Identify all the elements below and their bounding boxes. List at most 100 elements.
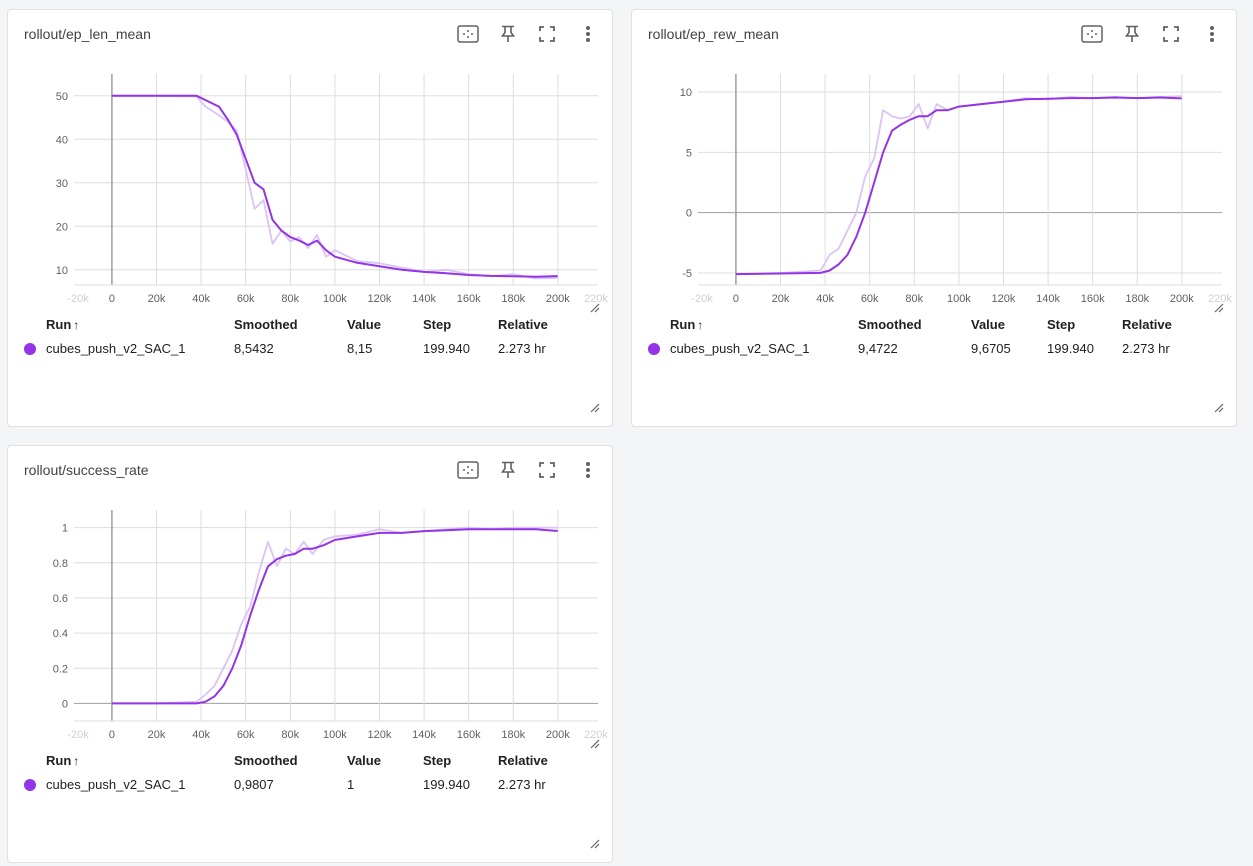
header-smoothed[interactable]: Smoothed bbox=[234, 752, 298, 768]
x-tick-label: 40k bbox=[816, 293, 834, 305]
fullscreen-icon bbox=[1163, 26, 1179, 42]
pin-button[interactable] bbox=[496, 458, 520, 482]
line-chart[interactable]: -5 0 5 10 0 20k 40k 60k 80k 100k 120k 140k 160k 180k 2… bbox=[632, 54, 1238, 320]
header-spacer bbox=[24, 312, 46, 336]
y-tick-label: 1 bbox=[62, 523, 68, 535]
header-smoothed[interactable]: Smoothed bbox=[858, 316, 922, 332]
header-step[interactable]: Step bbox=[423, 316, 452, 332]
y-tick-label: -5 bbox=[682, 268, 692, 280]
resize-handle-icon[interactable] bbox=[588, 736, 600, 749]
x-tick-label-faint: -20k bbox=[67, 293, 89, 305]
x-tick-label: 120k bbox=[992, 293, 1016, 305]
table-row[interactable]: cubes_push_v2_SAC_1 9,4722 9,6705 199.940 2.… bbox=[648, 336, 1202, 360]
pin-button[interactable] bbox=[496, 22, 520, 46]
x-tick-label: 0 bbox=[109, 293, 115, 305]
resize-handle-icon[interactable] bbox=[1212, 400, 1224, 413]
more-vert-button[interactable] bbox=[576, 22, 600, 46]
header-value[interactable]: Value bbox=[971, 316, 1005, 332]
fit-domain-icon bbox=[457, 25, 479, 43]
fit-domain-button[interactable] bbox=[456, 458, 480, 482]
y-tick-label: 30 bbox=[56, 178, 68, 190]
pin-button[interactable] bbox=[1120, 22, 1144, 46]
run-color-cell bbox=[24, 772, 46, 796]
x-tick-label: 140k bbox=[412, 729, 436, 741]
fit-domain-button[interactable] bbox=[1080, 22, 1104, 46]
y-tick-label: 0 bbox=[686, 208, 692, 220]
x-tick-label: 60k bbox=[861, 293, 879, 305]
chart-title: rollout/success_rate bbox=[24, 462, 149, 478]
x-tick-label: 80k bbox=[905, 293, 923, 305]
header-step[interactable]: Step bbox=[1047, 316, 1076, 332]
x-tick-label-faint: 220k bbox=[584, 729, 608, 741]
x-tick-label: 100k bbox=[323, 729, 347, 741]
x-tick-label: 60k bbox=[237, 729, 255, 741]
sort-arrow-up-icon: ↑ bbox=[697, 317, 704, 332]
y-tick-label: 20 bbox=[56, 221, 68, 233]
table-row[interactable]: cubes_push_v2_SAC_1 8,5432 8,15 199.940 2.27… bbox=[24, 336, 578, 360]
cell-run: cubes_push_v2_SAC_1 bbox=[46, 776, 186, 792]
header-run[interactable]: Run ↑ bbox=[46, 748, 234, 772]
sort-arrow-up-icon: ↑ bbox=[73, 317, 80, 332]
header-relative[interactable]: Relative bbox=[498, 316, 548, 332]
pin-icon bbox=[1124, 25, 1140, 43]
x-tick-label: 100k bbox=[323, 293, 347, 305]
chart-title: rollout/ep_rew_mean bbox=[648, 26, 779, 42]
header-relative[interactable]: Relative bbox=[498, 752, 548, 768]
header-value[interactable]: Value bbox=[347, 316, 381, 332]
y-tick-label: 0 bbox=[62, 698, 68, 710]
chart-card-success-rate: rollout/success_rate 0 0.2 0.4 0.6 0.8 1 0 20k 40… bbox=[7, 445, 613, 863]
y-tick-label: 0.4 bbox=[53, 628, 68, 640]
x-tick-label: 140k bbox=[1036, 293, 1060, 305]
x-tick-label: 80k bbox=[281, 729, 299, 741]
x-tick-label: 20k bbox=[772, 293, 790, 305]
line-chart[interactable]: 10 20 30 40 50 0 20k 40k 60k 80k 100k 120k 140k 160k 1… bbox=[8, 54, 614, 320]
y-tick-label: 50 bbox=[56, 91, 68, 103]
resize-handle-icon[interactable] bbox=[588, 836, 600, 849]
runs-table-header: Run ↑ Smoothed Value Step Relative bbox=[648, 312, 1202, 336]
y-tick-label: 5 bbox=[686, 147, 692, 159]
header-smoothed[interactable]: Smoothed bbox=[234, 316, 298, 332]
y-tick-label: 0.6 bbox=[53, 593, 68, 605]
chart-title: rollout/ep_len_mean bbox=[24, 26, 151, 42]
cell-relative: 2.273 hr bbox=[498, 340, 546, 356]
x-tick-label: 80k bbox=[281, 293, 299, 305]
fit-domain-button[interactable] bbox=[456, 22, 480, 46]
line-chart[interactable]: 0 0.2 0.4 0.6 0.8 1 0 20k 40k 60k 80k 100k 120k 140k 1… bbox=[8, 490, 614, 756]
x-tick-label: 160k bbox=[457, 729, 481, 741]
more-vert-button[interactable] bbox=[576, 458, 600, 482]
resize-handle-icon[interactable] bbox=[588, 300, 600, 313]
x-tick-label: 140k bbox=[412, 293, 436, 305]
x-tick-label: 40k bbox=[192, 293, 210, 305]
header-run[interactable]: Run ↑ bbox=[670, 312, 858, 336]
more-vert-icon bbox=[585, 461, 591, 479]
resize-handle-icon[interactable] bbox=[588, 400, 600, 413]
fullscreen-button[interactable] bbox=[1159, 22, 1183, 46]
x-tick-label: 0 bbox=[109, 729, 115, 741]
x-tick-label: 0 bbox=[733, 293, 739, 305]
x-tick-label: 120k bbox=[368, 729, 392, 741]
fullscreen-button[interactable] bbox=[535, 458, 559, 482]
header-step[interactable]: Step bbox=[423, 752, 452, 768]
more-vert-icon bbox=[1209, 25, 1215, 43]
header-run-label: Run bbox=[670, 316, 696, 332]
x-tick-label: 200k bbox=[546, 293, 570, 305]
runs-table-header: Run ↑ Smoothed Value Step Relative bbox=[24, 312, 578, 336]
series-raw-line bbox=[111, 526, 558, 705]
cell-value: 8,15 bbox=[347, 340, 373, 356]
fullscreen-button[interactable] bbox=[535, 22, 559, 46]
fit-domain-icon bbox=[1081, 25, 1103, 43]
run-color-dot bbox=[24, 343, 36, 356]
header-value[interactable]: Value bbox=[347, 752, 381, 768]
chart-toolbar bbox=[456, 22, 602, 46]
x-tick-label: 200k bbox=[546, 729, 570, 741]
chart-card-ep-rew-mean: rollout/ep_rew_mean -5 0 5 10 0 20k 40k 60k 80k 10… bbox=[631, 9, 1237, 427]
sort-arrow-up-icon: ↑ bbox=[73, 753, 80, 768]
header-run-label: Run bbox=[46, 752, 72, 768]
cell-smoothed: 0,9807 bbox=[234, 776, 274, 792]
resize-handle-icon[interactable] bbox=[1212, 300, 1224, 313]
x-tick-label: 20k bbox=[148, 729, 166, 741]
header-relative[interactable]: Relative bbox=[1122, 316, 1172, 332]
header-run[interactable]: Run ↑ bbox=[46, 312, 234, 336]
more-vert-button[interactable] bbox=[1200, 22, 1224, 46]
table-row[interactable]: cubes_push_v2_SAC_1 0,9807 1 199.940 2.273 h… bbox=[24, 772, 578, 796]
